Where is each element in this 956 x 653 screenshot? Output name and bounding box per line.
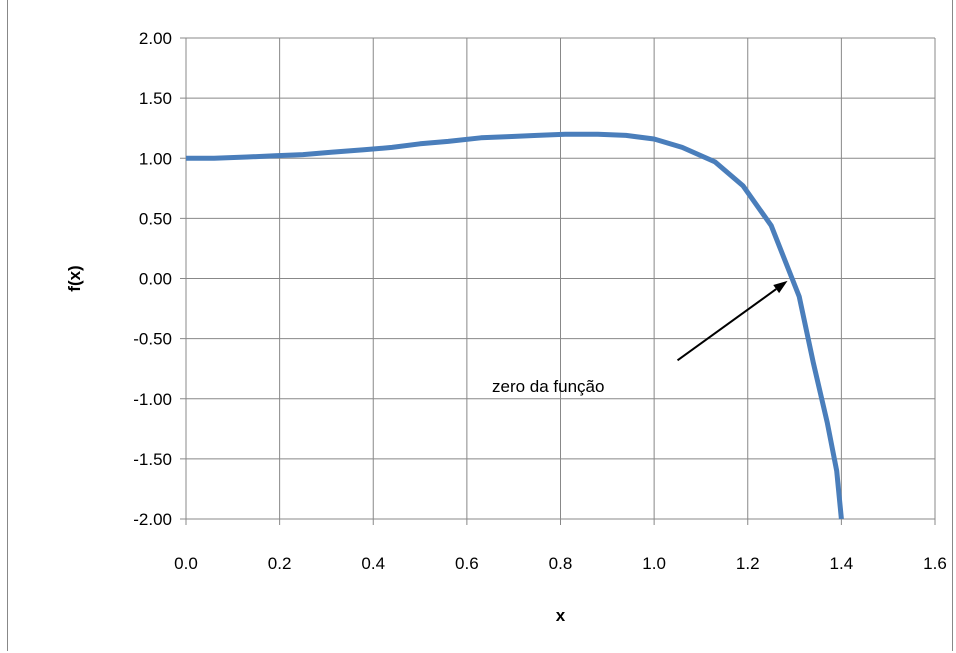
- y-tick-label: 0.50: [139, 209, 172, 228]
- y-tick-label: -1.00: [133, 390, 172, 409]
- y-tick-label: -1.50: [133, 450, 172, 469]
- x-tick-label: 1.4: [830, 554, 854, 573]
- y-tick-label: 0.00: [139, 270, 172, 289]
- x-tick-label: 0.4: [361, 554, 385, 573]
- x-axis-label: x: [556, 606, 566, 625]
- annotation-arrow: [676, 288, 777, 362]
- x-tick-label: 1.6: [923, 554, 947, 573]
- y-axis-label: f(x): [65, 265, 84, 291]
- x-axis-ticks: 0.0 0.2 0.4 0.6 0.8 1.0 1.2 1.4 1.6: [174, 554, 947, 573]
- x-tick-label: 1.0: [642, 554, 666, 573]
- x-tick-label: 0.8: [549, 554, 573, 573]
- x-tick-label: 1.2: [736, 554, 760, 573]
- annotation-arrowhead: [773, 280, 788, 294]
- series-layer: [186, 131, 844, 520]
- annotation-label: zero da função: [492, 377, 604, 396]
- y-tick-label: 2.00: [139, 29, 172, 48]
- y-tick-label: 1.50: [139, 89, 172, 108]
- annotation-layer: zero da função: [492, 280, 788, 396]
- x-tick-label: 0.0: [174, 554, 198, 573]
- x-tick-label: 0.2: [268, 554, 292, 573]
- y-tick-label: -0.50: [133, 330, 172, 349]
- y-tick-label: -2.00: [133, 510, 172, 529]
- y-tick-label: 1.00: [139, 149, 172, 168]
- series-line: [186, 131, 844, 520]
- grid-lines: [180, 37, 936, 525]
- x-tick-label: 0.6: [455, 554, 479, 573]
- y-axis-ticks: 2.00 1.50 1.00 0.50 0.00 -0.50 -1.00 -1.50 -2.00: [133, 29, 172, 529]
- chart-frame: [7, 0, 953, 651]
